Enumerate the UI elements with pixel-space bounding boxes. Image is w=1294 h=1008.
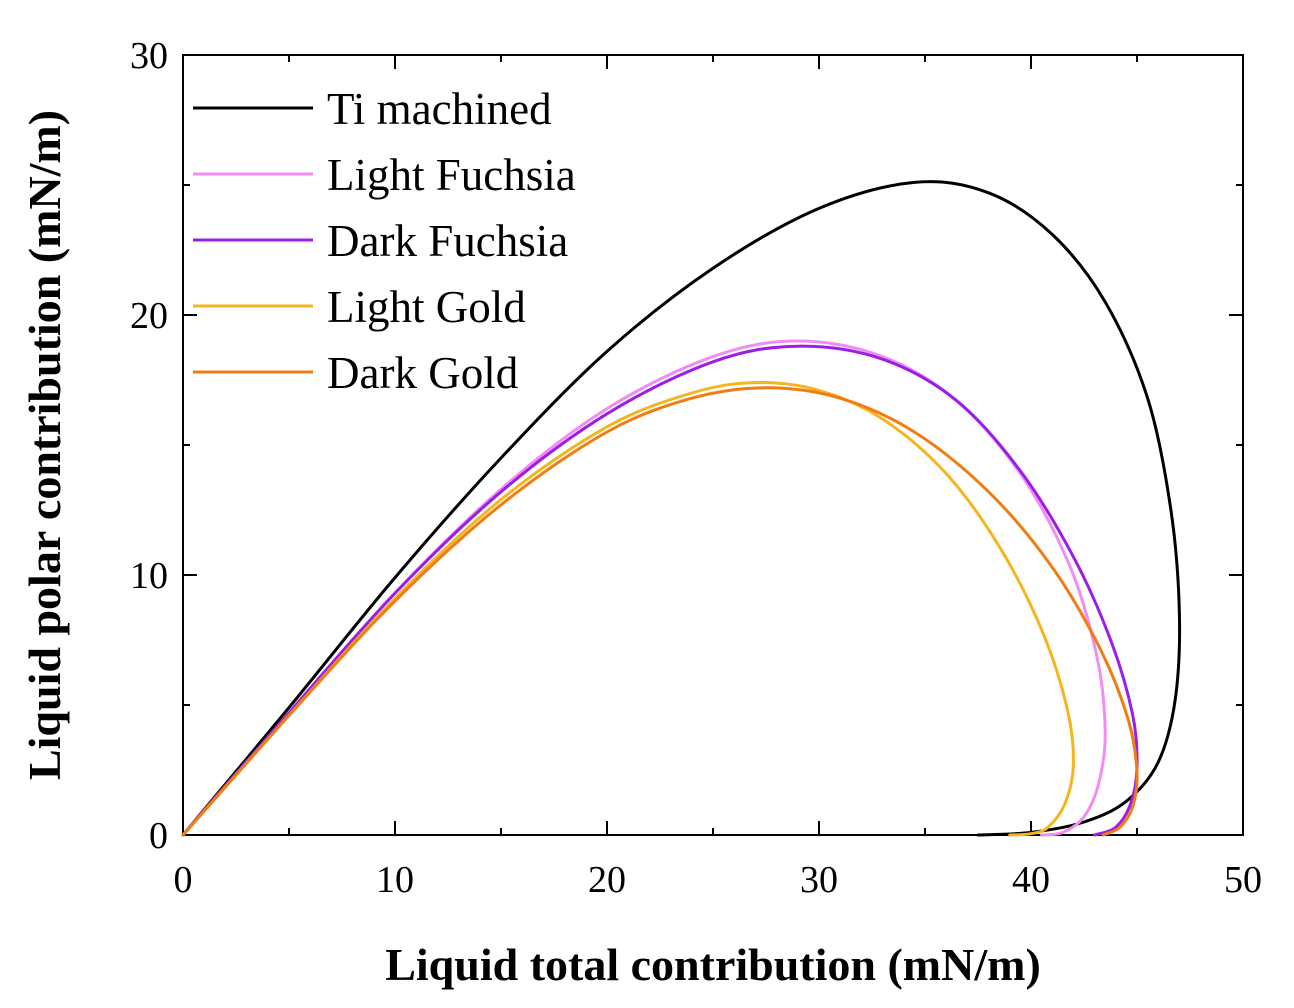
series-line-dark-fuchsia (181, 344, 1139, 837)
x-tick-label: 10 (376, 859, 414, 901)
x-tick-label: 30 (800, 859, 838, 901)
legend: Ti machined Light Fuchsia Dark Fuchsia Ligh… (193, 84, 576, 398)
series-layer (181, 180, 1182, 837)
y-tick-label: 10 (130, 555, 168, 597)
ticks-layer: 0 10 20 30 40 50 0 10 20 30 (130, 35, 1262, 901)
x-axis-title: Liquid total contribution (mN/m) (385, 939, 1041, 990)
series-line-light-gold (181, 381, 1075, 837)
y-tick-label: 30 (130, 35, 168, 77)
x-tick-label: 50 (1224, 859, 1262, 901)
series-line-ti-machined (181, 180, 1182, 837)
series-line-dark-gold (181, 386, 1139, 837)
legend-label-dark-gold: Dark Gold (327, 348, 518, 398)
y-tick-label: 0 (149, 815, 168, 857)
legend-label-ti-machined: Ti machined (327, 84, 552, 134)
legend-label-dark-fuchsia: Dark Fuchsia (327, 216, 568, 266)
y-tick-label: 20 (130, 295, 168, 337)
x-tick-label: 0 (174, 859, 193, 901)
legend-label-light-gold: Light Gold (327, 282, 526, 332)
x-tick-label: 20 (588, 859, 626, 901)
x-tick-label: 40 (1012, 859, 1050, 901)
legend-label-light-fuchsia: Light Fuchsia (327, 150, 576, 200)
y-axis-title: Liquid polar contribution (mN/m) (19, 110, 70, 780)
